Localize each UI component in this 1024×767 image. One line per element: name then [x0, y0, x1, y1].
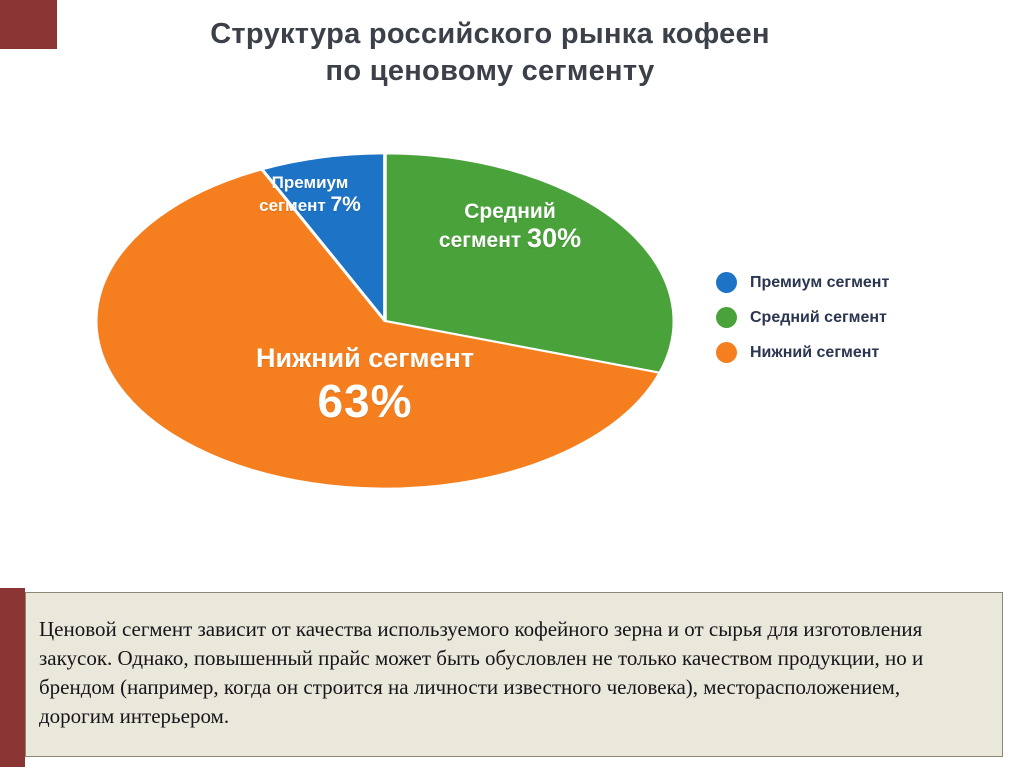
- side-accent-bar: [0, 588, 25, 767]
- legend-swatch-premium: [716, 272, 737, 293]
- slide-title: Структура российского рынка кофеен по це…: [40, 16, 940, 90]
- slide-title-line-2: по ценовому сегменту: [325, 55, 655, 87]
- chart-legend: Премиум сегмент Средний сегмент Нижний с…: [716, 272, 889, 363]
- pie-label-mid-pct: 30%: [527, 223, 582, 253]
- pie-label-premium-pct: 7%: [330, 193, 361, 216]
- legend-swatch-mid: [716, 307, 737, 328]
- legend-item-mid: Средний сегмент: [716, 307, 889, 328]
- pie-svg: [94, 152, 676, 490]
- pie-label-mid-line2: сегмент: [438, 229, 522, 252]
- pie-slice-3: [94, 168, 662, 490]
- note-box: Ценовой сегмент зависит от качества испо…: [25, 592, 1003, 757]
- pie-chart: [90, 150, 680, 492]
- pie-label-low-pct: 63%: [317, 375, 413, 427]
- slide-title-line-1: Структура российского рынка кофеен: [210, 18, 770, 50]
- legend-label-premium: Премиум сегмент: [750, 273, 890, 291]
- legend-label-low: Нижний сегмент: [750, 343, 880, 361]
- legend-item-low: Нижний сегмент: [716, 342, 889, 363]
- corner-accent-square: [0, 0, 57, 49]
- pie-label-mid-line1: Средний: [464, 200, 556, 223]
- pie-label-mid: Средний сегмент 30%: [415, 198, 605, 254]
- legend-swatch-low: [716, 342, 737, 363]
- pie-label-premium-line2: сегмент: [259, 196, 326, 215]
- note-text: Ценовой сегмент зависит от качества испо…: [39, 617, 924, 728]
- legend-label-mid: Средний сегмент: [750, 308, 887, 326]
- pie-slice-2: [383, 152, 676, 374]
- pie-label-low: Нижний сегмент 63%: [230, 342, 500, 427]
- pie-label-premium: Премиум сегмент 7%: [230, 172, 390, 217]
- legend-item-premium: Премиум сегмент: [716, 272, 889, 293]
- pie-label-premium-line1: Премиум: [271, 173, 349, 192]
- pie-label-low-line1: Нижний сегмент: [255, 343, 475, 373]
